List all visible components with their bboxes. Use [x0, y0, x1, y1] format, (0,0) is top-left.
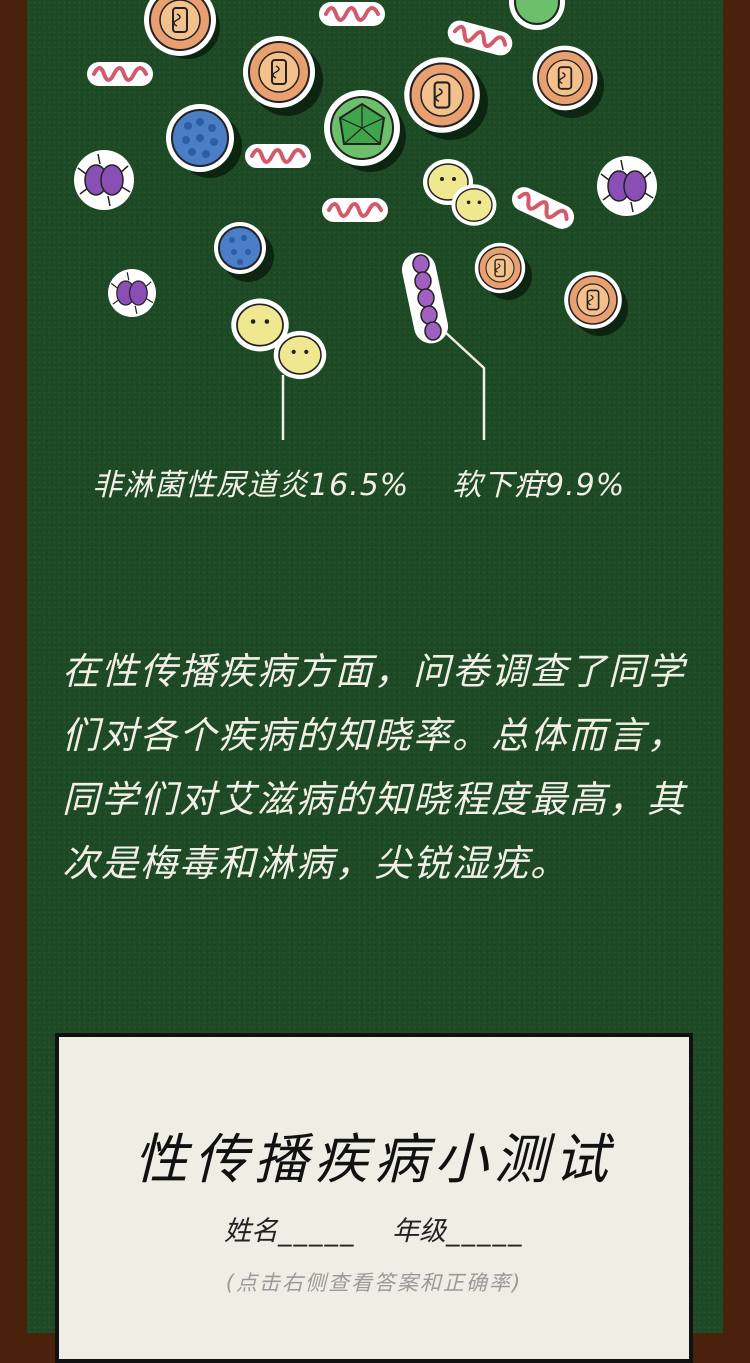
grade-blank: _____	[446, 1216, 524, 1247]
answer-hint: (点击右侧查看答案和正确率)	[225, 1271, 523, 1295]
name-field[interactable]: 姓名_____	[224, 1209, 356, 1248]
stat-chancroid: 软下疳9.9%	[452, 468, 626, 503]
germ-illustrations	[73, 0, 658, 440]
quiz-card[interactable]: 性传播疾病小测试 姓名_____ 年级_____ (点击右侧查看答案和正确率)	[55, 1033, 693, 1363]
stat-ngu: 非淋菌性尿道炎16.5%	[92, 468, 410, 503]
grade-field[interactable]: 年级_____	[392, 1209, 524, 1248]
name-blank: _____	[278, 1216, 356, 1247]
grade-label: 年级	[392, 1216, 446, 1247]
virus-green-icon	[324, 0, 565, 166]
quiz-title: 性传播疾病小测试	[134, 1128, 614, 1191]
chain-purple-icon	[401, 252, 449, 344]
bacteria-blue-icon	[166, 104, 266, 274]
survey-paragraph: 在性传播疾病方面，问卷调查了同学们对各个疾病的知晓率。总体而言，同学们对艾滋病的…	[62, 650, 686, 885]
bacteria-yellow-icon	[230, 158, 498, 380]
pointer-lines	[281, 331, 486, 440]
name-label: 姓名	[224, 1216, 278, 1247]
